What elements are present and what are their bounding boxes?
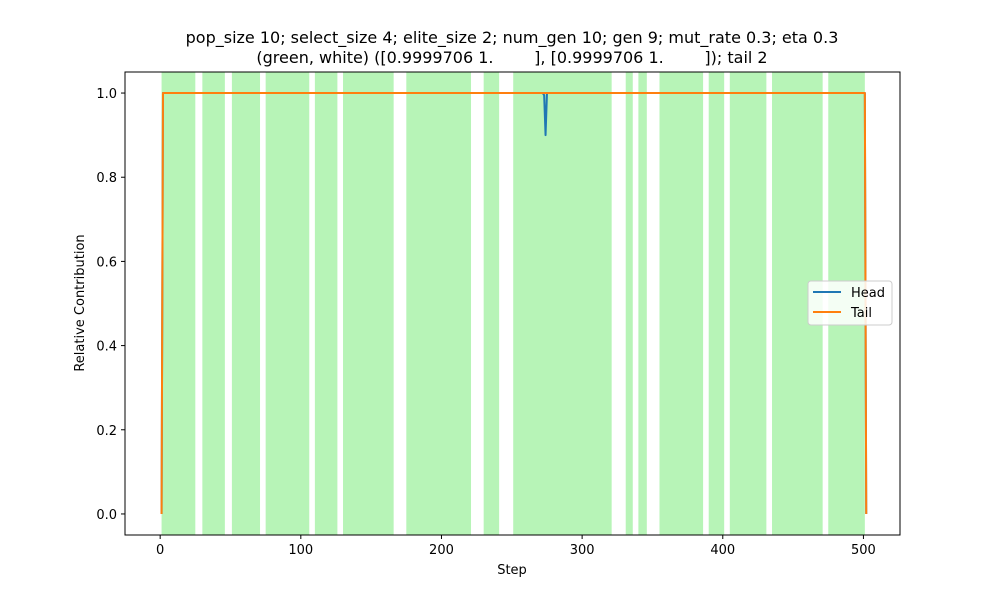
shaded-region-12: [708, 72, 725, 535]
chart-title-line-1: pop_size 10; select_size 4; elite_size 2…: [186, 28, 839, 48]
shaded-region-0: [161, 72, 196, 535]
y-axis-ticks: 0.0 0.2 0.4 0.6 0.8 1.0: [96, 87, 125, 523]
shaded-region-2: [231, 72, 261, 535]
y-axis-label: Relative Contribution: [73, 234, 88, 371]
y-tick-label: 1.0: [96, 87, 117, 102]
y-tick-label: 0.6: [96, 255, 117, 270]
x-axis-ticks: 0 100 200 300 400 500: [156, 535, 876, 558]
y-tick-label: 0.2: [96, 424, 117, 439]
x-tick-label: 0: [156, 543, 164, 558]
shaded-region-13: [729, 72, 767, 535]
shaded-region-1: [202, 72, 225, 535]
x-tick-label: 500: [851, 543, 876, 558]
shaded-region-10: [638, 72, 647, 535]
y-tick-label: 0.4: [96, 340, 117, 355]
x-tick-label: 400: [710, 543, 735, 558]
y-tick-label: 0.0: [96, 508, 117, 523]
legend-label-tail: Tail: [850, 306, 872, 321]
y-tick-label: 0.8: [96, 171, 117, 186]
x-tick-label: 300: [570, 543, 595, 558]
shaded-region-4: [314, 72, 338, 535]
x-tick-label: 200: [429, 543, 454, 558]
shaded-region-11: [659, 72, 704, 535]
shaded-region-7: [483, 72, 500, 535]
shaded-region-5: [343, 72, 394, 535]
shaded-region-8: [513, 72, 612, 535]
shaded-regions: [161, 72, 865, 535]
x-axis-label: Step: [497, 563, 527, 578]
shaded-region-6: [406, 72, 472, 535]
chart-title-line-2: (green, white) ([0.9999706 1. ], [0.9999…: [256, 48, 767, 67]
legend: Head Tail: [807, 280, 893, 326]
x-tick-label: 100: [288, 543, 313, 558]
shaded-region-3: [265, 72, 310, 535]
plot-area-frame: [124, 71, 901, 536]
legend-label-head: Head: [851, 286, 885, 301]
shaded-region-9: [625, 72, 633, 535]
